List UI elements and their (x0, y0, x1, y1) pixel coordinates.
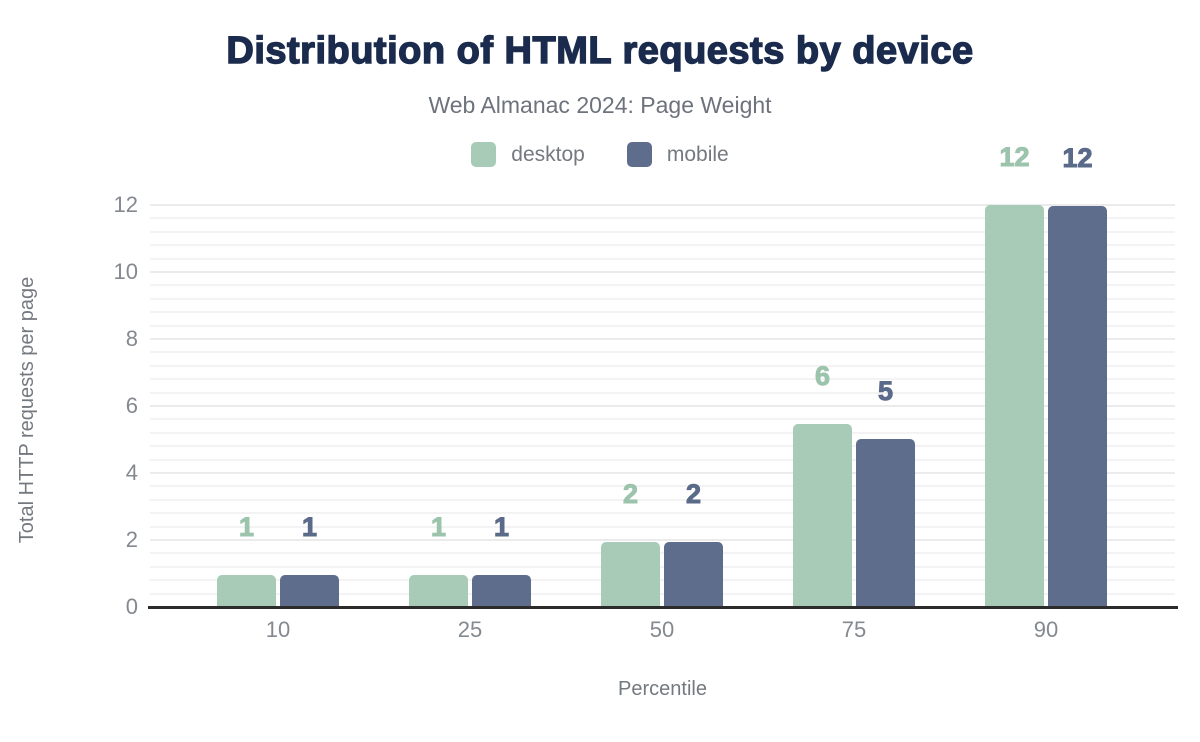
bar-value-label-desktop-p25: 1 (430, 512, 447, 543)
gridline (150, 324, 1175, 327)
gridline (150, 405, 1175, 407)
legend-label: mobile (666, 142, 729, 166)
bar-value-label-mobile-p25: 1 (493, 512, 510, 543)
y-tick-label-0: 0 (125, 594, 138, 619)
gridline (150, 458, 1175, 461)
y-tick-label-6: 6 (125, 393, 138, 418)
gridline (150, 271, 1175, 273)
gridline (150, 472, 1175, 474)
bar-mobile-p75[interactable] (856, 438, 915, 606)
chart-title: Distribution of HTML requests by device (226, 29, 974, 72)
y-tick-label-8: 8 (125, 326, 138, 351)
x-tick-label-10: 10 (265, 617, 291, 642)
gridline (150, 378, 1175, 381)
gridline (150, 230, 1175, 233)
gridline (150, 311, 1175, 314)
bar-value-label-mobile-p50: 2 (685, 479, 702, 510)
x-axis-line (148, 606, 1178, 609)
chart-legend: desktop mobile (0, 142, 1200, 167)
gridline (150, 217, 1175, 220)
gridline (150, 539, 1175, 541)
gridline (150, 498, 1175, 501)
bar-desktop-p90[interactable] (985, 205, 1044, 606)
legend-item-desktop[interactable]: desktop (471, 142, 585, 167)
chart-subtitle: Web Almanac 2024: Page Weight (428, 92, 772, 118)
bar-value-label-mobile-p90: 12 (1062, 143, 1093, 174)
gridline (150, 445, 1175, 448)
gridline (150, 364, 1175, 367)
bar-mobile-p25[interactable] (472, 575, 531, 606)
gridline (150, 592, 1175, 595)
y-axis-title: Total HTTP requests per page (16, 276, 38, 544)
gridline (150, 257, 1175, 260)
x-tick-label-75: 75 (841, 617, 867, 642)
bar-mobile-p10[interactable] (280, 575, 339, 606)
y-tick-label-12: 12 (113, 192, 138, 217)
legend-swatch-mobile (626, 142, 652, 167)
y-tick-label-10: 10 (113, 259, 138, 284)
x-tick-label-90: 90 (1033, 617, 1059, 642)
bar-value-label-mobile-p75: 5 (877, 375, 894, 406)
gridline (150, 579, 1175, 582)
bar-desktop-p75[interactable] (793, 423, 852, 606)
gridline (150, 284, 1175, 287)
x-axis-title: Percentile (618, 678, 707, 700)
bar-mobile-p90[interactable] (1048, 206, 1107, 606)
legend-item-mobile[interactable]: mobile (626, 142, 729, 167)
gridline (150, 297, 1175, 300)
bar-desktop-p25[interactable] (409, 575, 468, 606)
gridline (150, 244, 1175, 247)
gridline (150, 351, 1175, 354)
bar-value-label-desktop-p50: 2 (622, 479, 639, 510)
gridline (150, 418, 1175, 421)
x-tick-label-50: 50 (649, 617, 675, 642)
legend-swatch-desktop (471, 142, 497, 167)
gridline (150, 391, 1175, 394)
bar-desktop-p10[interactable] (217, 575, 276, 606)
gridline (150, 525, 1175, 528)
gridline (150, 431, 1175, 434)
gridline (150, 485, 1175, 488)
gridline (150, 338, 1175, 340)
gridline (150, 512, 1175, 515)
bar-desktop-p50[interactable] (601, 542, 660, 606)
bar-value-label-desktop-p10: 1 (238, 512, 255, 543)
gridline (150, 204, 1175, 206)
y-tick-label-2: 2 (125, 527, 138, 552)
gridline (150, 552, 1175, 555)
bar-value-label-desktop-p75: 6 (814, 360, 831, 391)
bar-value-label-mobile-p10: 1 (301, 512, 318, 543)
legend-label: desktop (511, 142, 585, 166)
y-tick-label-4: 4 (125, 460, 138, 485)
gridline (150, 565, 1175, 568)
x-tick-label-25: 25 (457, 617, 483, 642)
bar-mobile-p50[interactable] (664, 542, 723, 606)
bar-value-label-desktop-p90: 12 (999, 142, 1030, 173)
